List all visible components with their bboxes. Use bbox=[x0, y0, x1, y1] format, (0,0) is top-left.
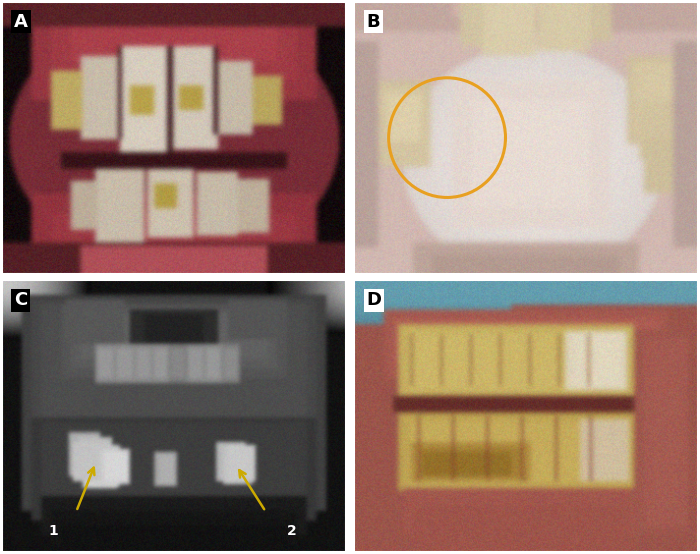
Text: D: D bbox=[366, 291, 382, 309]
Text: 2: 2 bbox=[287, 524, 297, 538]
Text: B: B bbox=[366, 13, 380, 30]
Text: C: C bbox=[14, 291, 27, 309]
Text: 1: 1 bbox=[49, 524, 59, 538]
Text: A: A bbox=[14, 13, 28, 30]
